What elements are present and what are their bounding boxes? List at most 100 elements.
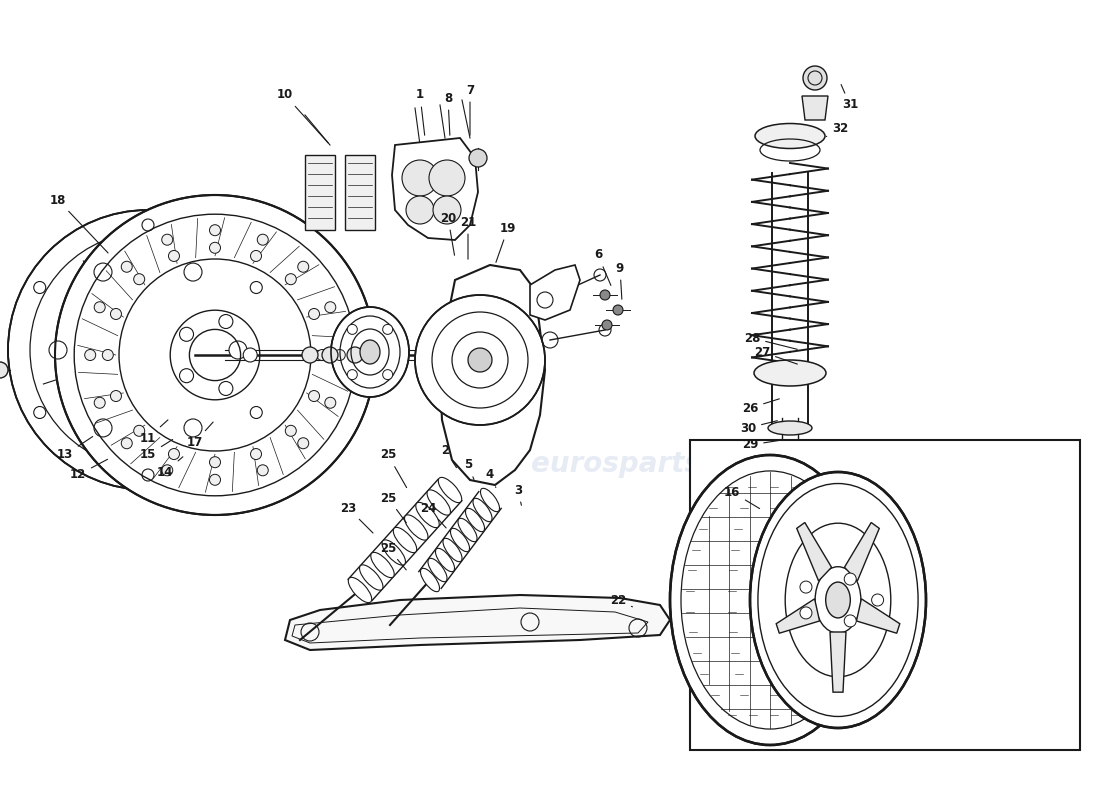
Ellipse shape	[420, 568, 440, 592]
Circle shape	[322, 347, 338, 363]
Text: 26: 26	[741, 399, 779, 414]
Ellipse shape	[443, 538, 462, 562]
Circle shape	[348, 370, 358, 380]
Circle shape	[121, 438, 132, 449]
Circle shape	[219, 314, 233, 329]
Circle shape	[257, 234, 268, 245]
Ellipse shape	[458, 518, 477, 542]
Text: 2: 2	[441, 443, 456, 468]
Circle shape	[383, 324, 393, 334]
Circle shape	[8, 210, 288, 490]
Circle shape	[110, 309, 121, 319]
Text: 14: 14	[157, 457, 183, 478]
Circle shape	[317, 350, 328, 361]
Circle shape	[324, 398, 336, 408]
Circle shape	[50, 341, 67, 359]
Ellipse shape	[428, 558, 447, 582]
Circle shape	[95, 302, 106, 313]
Text: 11: 11	[140, 420, 168, 445]
Ellipse shape	[331, 307, 409, 397]
Circle shape	[209, 242, 220, 254]
Polygon shape	[802, 96, 828, 120]
Polygon shape	[530, 265, 580, 320]
Text: 28: 28	[744, 331, 798, 350]
Polygon shape	[440, 265, 544, 485]
Text: 29: 29	[741, 438, 779, 451]
Circle shape	[94, 419, 112, 437]
Circle shape	[468, 348, 492, 372]
Circle shape	[251, 250, 262, 262]
Text: 3: 3	[514, 483, 522, 506]
Ellipse shape	[416, 502, 439, 528]
Text: 23: 23	[340, 502, 373, 533]
Circle shape	[285, 274, 296, 285]
Ellipse shape	[755, 123, 825, 149]
Text: 5: 5	[464, 458, 474, 479]
Circle shape	[308, 309, 319, 319]
Text: 25: 25	[379, 542, 406, 570]
Ellipse shape	[360, 565, 383, 590]
Circle shape	[415, 295, 544, 425]
Ellipse shape	[750, 472, 926, 728]
Polygon shape	[830, 632, 846, 692]
Polygon shape	[750, 498, 830, 568]
Circle shape	[383, 370, 393, 380]
Ellipse shape	[768, 441, 812, 455]
Circle shape	[800, 581, 812, 593]
Circle shape	[209, 474, 220, 486]
Ellipse shape	[754, 360, 826, 386]
Circle shape	[871, 594, 883, 606]
Circle shape	[800, 607, 812, 619]
Polygon shape	[796, 522, 832, 581]
Ellipse shape	[465, 508, 484, 532]
Text: 30: 30	[740, 421, 778, 434]
Circle shape	[298, 262, 309, 272]
Circle shape	[94, 263, 112, 281]
Circle shape	[55, 195, 375, 515]
Circle shape	[85, 350, 96, 361]
Text: 25: 25	[379, 491, 406, 522]
Text: 1: 1	[416, 89, 425, 135]
Circle shape	[134, 426, 145, 436]
Ellipse shape	[382, 540, 406, 565]
Circle shape	[219, 382, 233, 395]
Circle shape	[429, 160, 465, 196]
Ellipse shape	[349, 578, 372, 602]
Circle shape	[243, 348, 257, 362]
Polygon shape	[345, 155, 375, 230]
Circle shape	[602, 320, 612, 330]
Text: eurosparts: eurosparts	[795, 450, 965, 478]
Circle shape	[134, 274, 145, 285]
Circle shape	[257, 465, 268, 476]
Ellipse shape	[405, 515, 428, 540]
Circle shape	[110, 390, 121, 402]
Ellipse shape	[451, 528, 470, 552]
Ellipse shape	[768, 461, 812, 475]
Text: 20: 20	[440, 211, 456, 255]
Text: 8: 8	[444, 91, 452, 135]
Text: 7: 7	[466, 83, 474, 135]
Text: 12: 12	[70, 459, 108, 482]
Ellipse shape	[394, 527, 417, 553]
Text: 4: 4	[486, 469, 496, 487]
Circle shape	[168, 449, 179, 459]
Text: 25: 25	[379, 449, 407, 487]
Circle shape	[184, 419, 202, 437]
Circle shape	[308, 390, 319, 402]
Text: 16: 16	[724, 486, 760, 509]
Circle shape	[251, 449, 262, 459]
Circle shape	[348, 324, 358, 334]
Circle shape	[844, 573, 856, 585]
Ellipse shape	[473, 498, 492, 522]
Circle shape	[600, 290, 610, 300]
Bar	[690, 440, 1080, 750]
Ellipse shape	[481, 488, 499, 512]
Circle shape	[209, 225, 220, 236]
Circle shape	[0, 362, 8, 378]
Circle shape	[406, 196, 434, 224]
Ellipse shape	[768, 421, 812, 435]
Text: 27: 27	[754, 346, 798, 364]
Text: 18: 18	[50, 194, 108, 253]
Text: 33: 33	[865, 502, 896, 528]
Text: 22: 22	[609, 594, 632, 607]
